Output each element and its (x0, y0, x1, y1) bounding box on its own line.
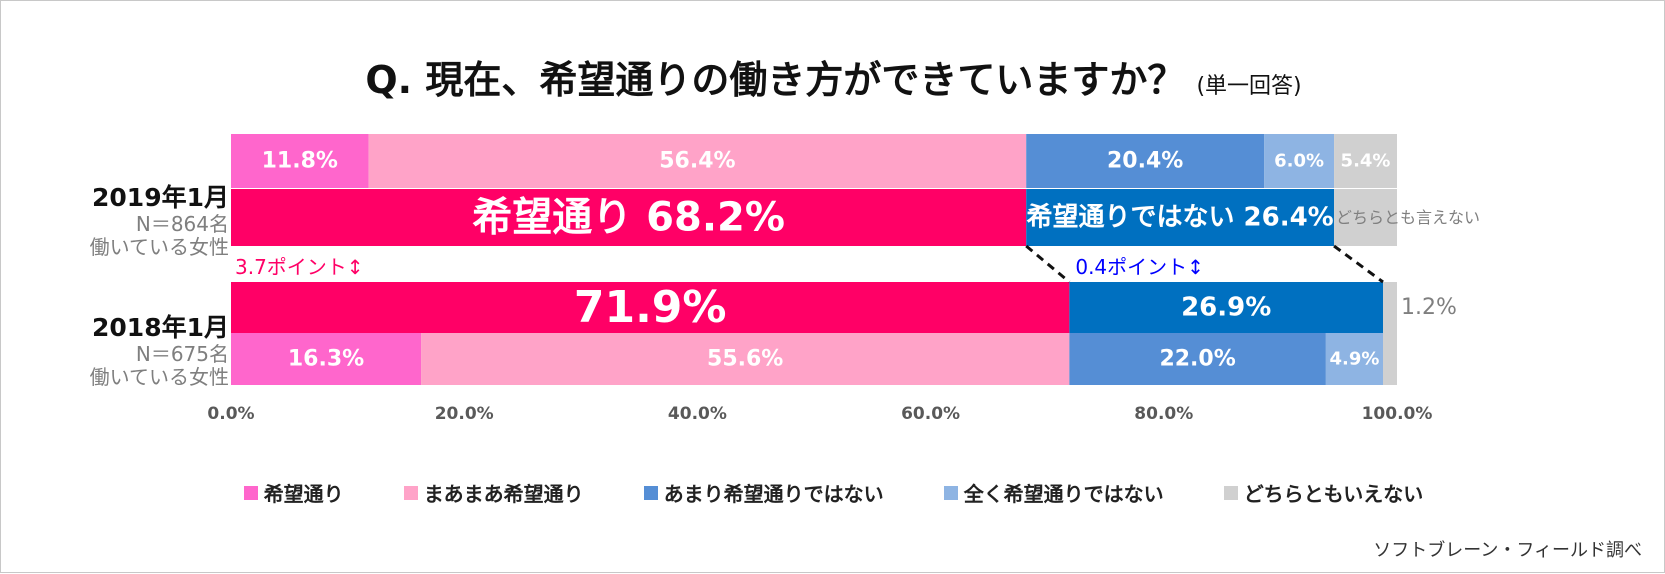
bar-segment-0-3 (1264, 134, 1335, 188)
x-tick-label-3: 60.0% (901, 404, 960, 424)
annotation-point-diff-not: 0.4ポイント↕ (1075, 255, 1204, 279)
legend-item-0: 希望通り (243, 478, 344, 507)
annotation-point-diff-hope: 3.7ポイント↕ (235, 255, 364, 279)
legend-swatch-4 (1223, 485, 1238, 500)
bar-segment-1-3 (1325, 333, 1384, 385)
bar-segment-0-2 (1026, 134, 1265, 188)
legend-label-2: あまり希望通りではない (663, 482, 884, 506)
bar-segment-1-1 (421, 333, 1070, 385)
summary-label-1-1: 26.9% (1181, 293, 1271, 323)
connector-line-right (1333, 244, 1384, 284)
row-who-2018: 働いている女性 (89, 364, 229, 389)
chart-subtitle: (単一回答) (1196, 74, 1302, 99)
x-tick-label-4: 80.0% (1134, 404, 1193, 424)
bar-label-1-3: 4.9% (1329, 349, 1379, 370)
legend-item-3: 全く希望通りではない (943, 478, 1164, 507)
chart-title-row: Q. 現在、希望通りの働き方ができていますか？ (単一回答) (1, 49, 1665, 104)
x-tick-label-2: 40.0% (668, 404, 727, 424)
summary-label-0-1: 希望通りではない 26.4% (1026, 202, 1333, 233)
row-year-2018: 2018年1月 (92, 313, 229, 342)
connector-line-left (1025, 244, 1071, 284)
bar-segment-1-4 (1383, 333, 1397, 385)
source-note: ソフトブレーン・フィールド調べ (1373, 540, 1642, 561)
legend-item-2: あまり希望通りではない (643, 478, 884, 507)
row-label-2019: 2019年1月 N＝864名 働いている女性 (21, 183, 229, 259)
bar-label-1-1: 55.6% (707, 347, 783, 372)
legend-swatch-1 (403, 485, 418, 500)
legend-label-1: まあまあ希望通り (423, 482, 584, 506)
summary-label-1-2: 1.2% (1401, 295, 1457, 320)
x-tick-label-0: 0.0% (207, 404, 254, 424)
legend-swatch-2 (643, 485, 658, 500)
bar-segment-0-0 (231, 134, 369, 188)
bar-label-0-0: 11.8% (262, 149, 338, 174)
row-n-2019: N＝864名 (135, 211, 229, 236)
bar-label-0-3: 6.0% (1274, 151, 1324, 172)
x-tick-label-5: 100.0% (1362, 404, 1433, 424)
bar-segment-1-0 (231, 333, 422, 385)
summary-label-0-2: どちらとも言えない (1336, 208, 1480, 227)
bar-label-1-2: 22.0% (1159, 347, 1235, 372)
row-who-2019: 働いている女性 (89, 234, 229, 259)
legend-swatch-0 (243, 485, 258, 500)
x-tick-label-1: 20.0% (435, 404, 494, 424)
legend-label-4: どちらともいえない (1243, 482, 1424, 506)
legend-item-1: まあまあ希望通り (403, 478, 584, 507)
bar-label-0-4: 5.4% (1341, 151, 1391, 172)
bar-segment-1-2 (1069, 333, 1326, 385)
bar-label-0-1: 56.4% (659, 149, 735, 174)
row-year-2019: 2019年1月 (92, 183, 229, 212)
chart-legend: 希望通り まあまあ希望通り あまり希望通りではない 全く希望通りではない どちらともいえ… (1, 478, 1665, 507)
chart-title: Q. 現在、希望通りの働き方ができていますか？ (365, 58, 1186, 102)
bar-segment-0-4 (1334, 134, 1397, 188)
summary-segment-0-2 (1334, 189, 1397, 246)
summary-segment-0-0 (231, 189, 1027, 246)
row-n-2018: N＝675名 (135, 341, 229, 366)
legend-swatch-3 (943, 485, 958, 500)
bar-segment-0-1 (368, 134, 1027, 188)
summary-label-1-0: 71.9% (574, 282, 727, 333)
bar-label-0-2: 20.4% (1107, 149, 1183, 174)
summary-segment-1-1 (1069, 282, 1384, 333)
legend-item-4: どちらともいえない (1223, 478, 1424, 507)
bar-label-1-0: 16.3% (288, 347, 364, 372)
legend-label-0: 希望通り (263, 482, 344, 506)
summary-label-0-0: 希望通り 68.2% (472, 195, 785, 241)
summary-segment-0-1 (1026, 189, 1335, 246)
summary-segment-1-2 (1383, 282, 1397, 333)
row-label-2018: 2018年1月 N＝675名 働いている女性 (21, 313, 229, 389)
legend-label-3: 全く希望通りではない (963, 482, 1164, 506)
summary-segment-1-0 (231, 282, 1070, 333)
